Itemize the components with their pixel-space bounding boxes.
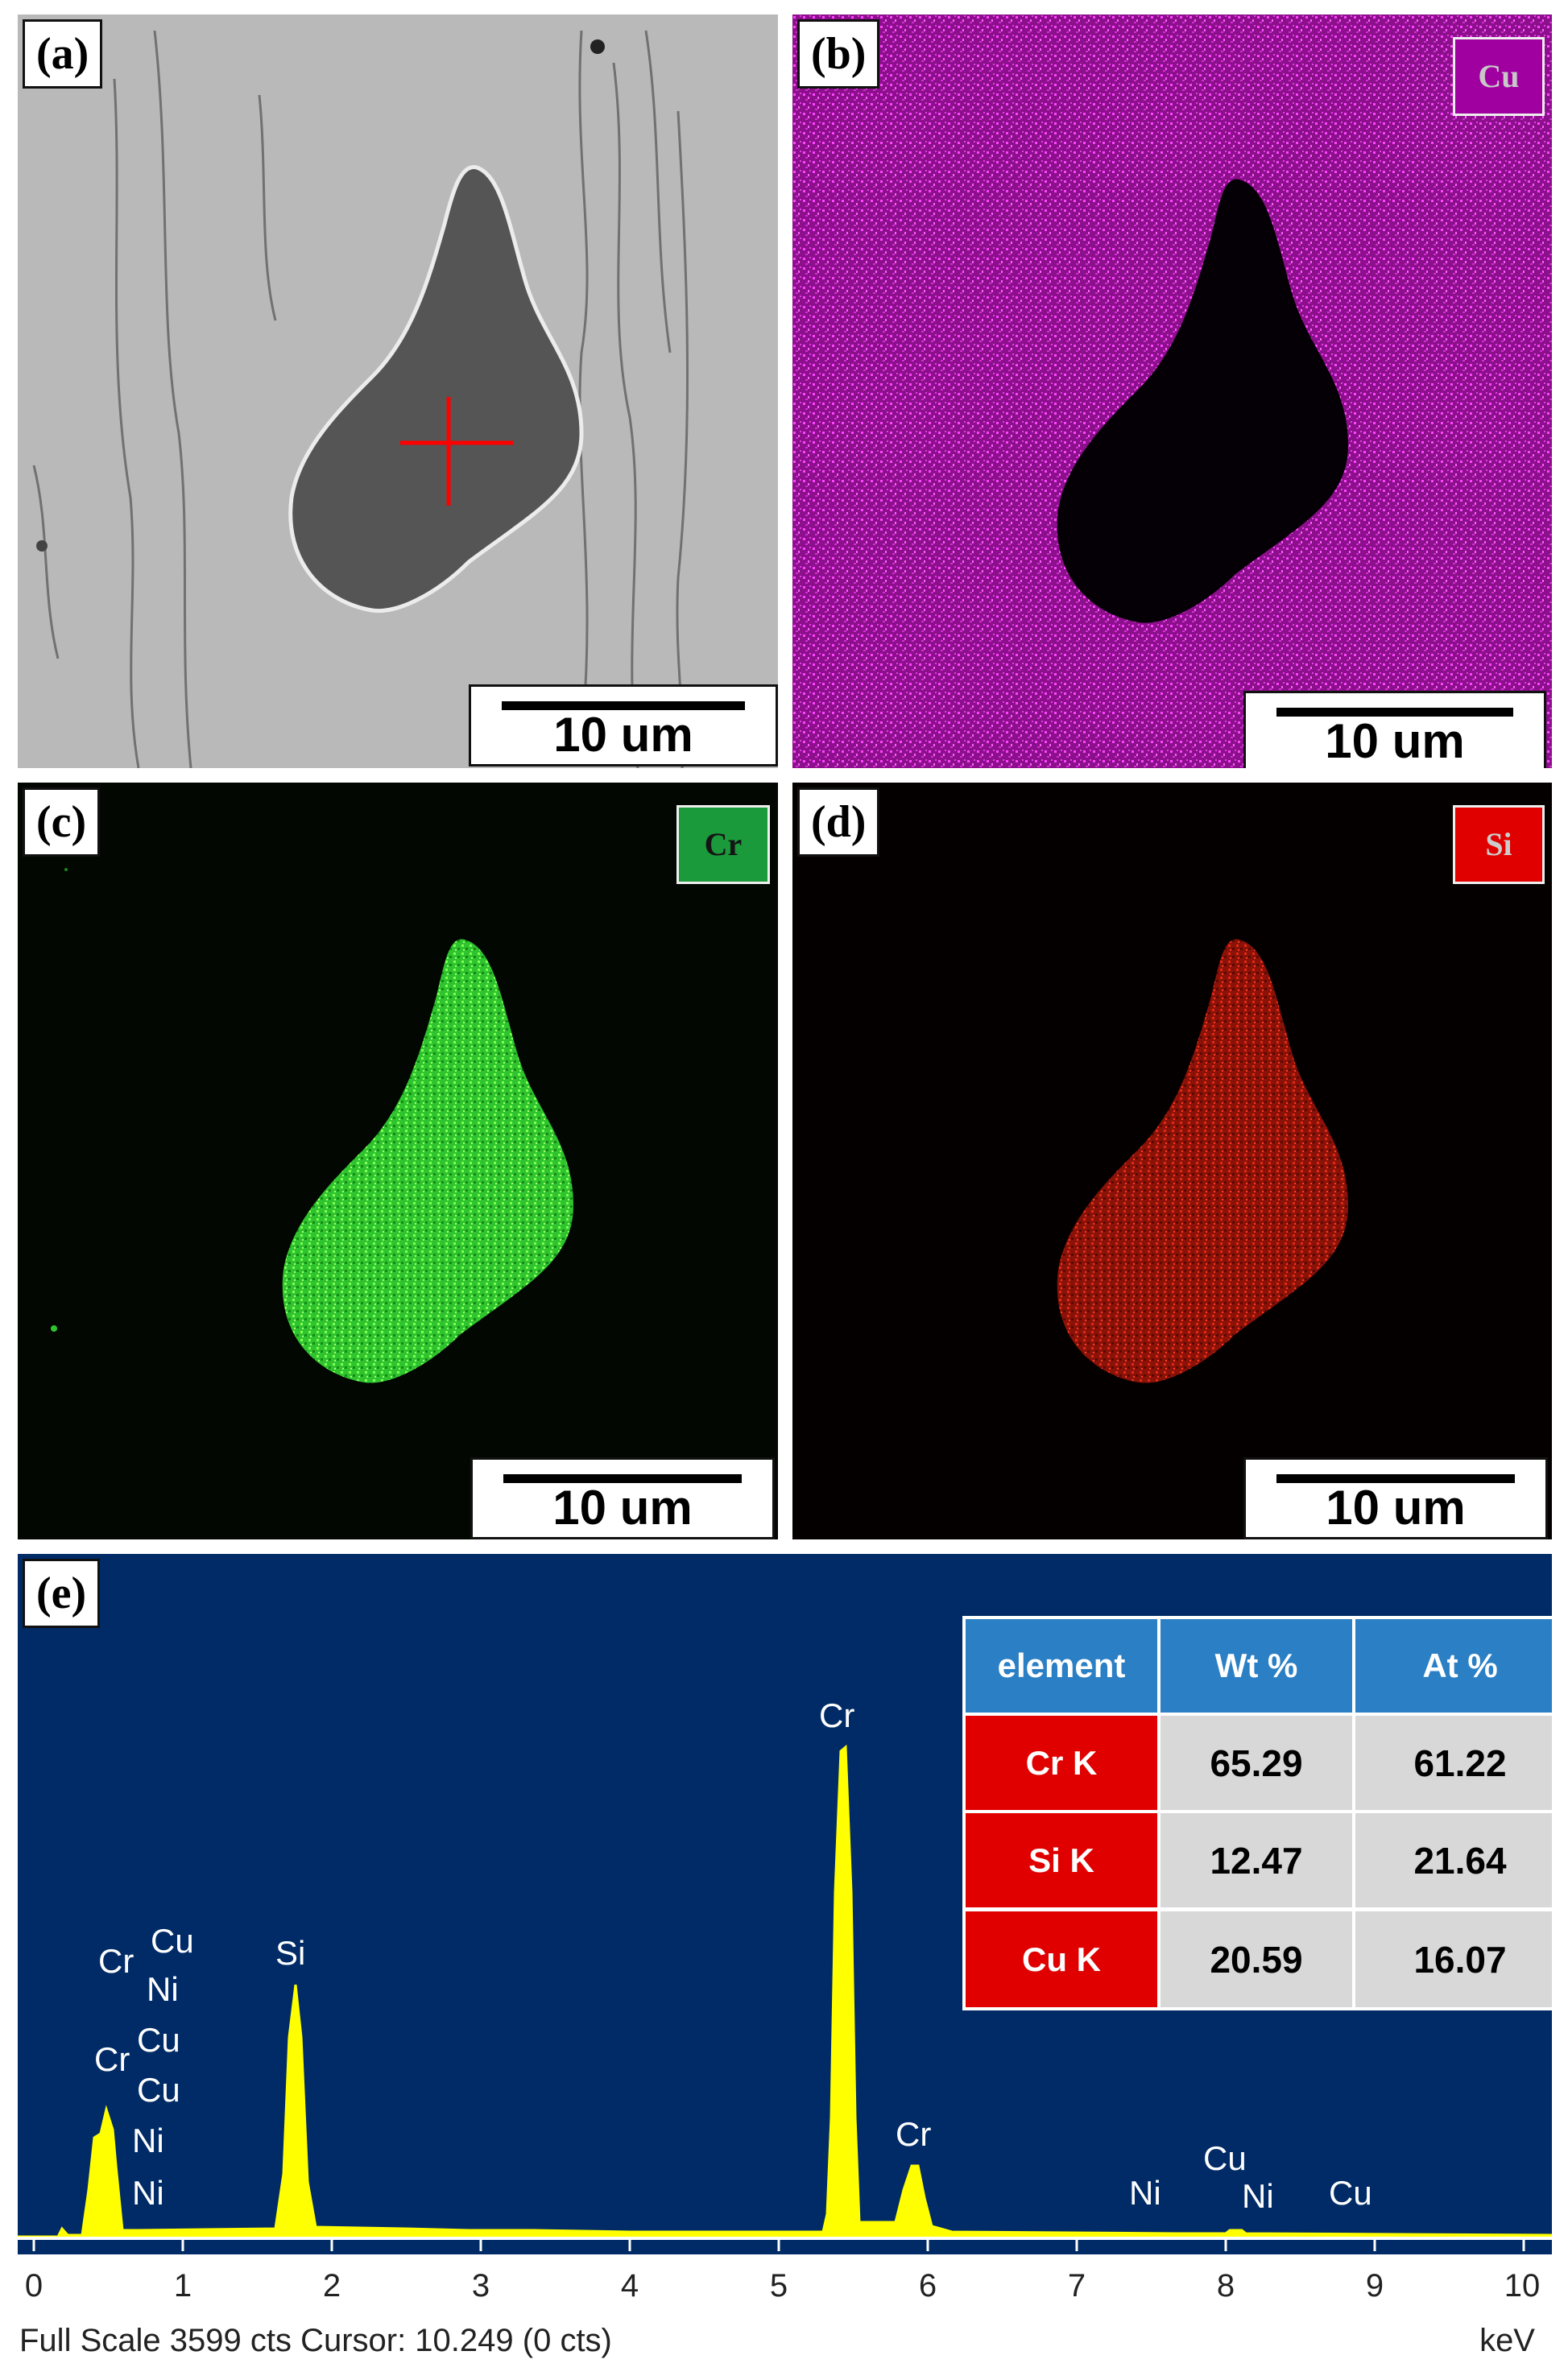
cr-map-panel: (c) Cr 10 um <box>18 783 778 1539</box>
scale-bar-label: 10 um <box>552 1481 693 1535</box>
scale-bar-label: 10 um <box>553 708 693 762</box>
scale-bar-label: 10 um <box>1326 1481 1466 1535</box>
particle-shape <box>288 165 584 614</box>
cr-rich-particle <box>282 939 573 1383</box>
panel-label: (d) <box>797 787 880 857</box>
composition-table: element Wt % At % Cr K 65.29 61.22 Si K … <box>962 1616 1552 1911</box>
table-row-wt: 20.59 <box>1160 1911 1352 2007</box>
spectrum-footer: Full Scale 3599 cts Cursor: 10.249 (0 ct… <box>19 2323 612 2358</box>
peak-label: Ni <box>1242 2177 1274 2215</box>
peak-label: Cu <box>1203 2139 1247 2177</box>
scale-bar: 10 um <box>469 684 778 766</box>
scale-bar-label: 10 um <box>1325 714 1465 768</box>
si-element-map <box>792 783 1552 1539</box>
spectrum-plot: 0 1 2 3 4 5 6 7 8 9 10 keV Full Scale 35… <box>18 1696 1552 2367</box>
panel-label: (b) <box>797 19 880 89</box>
panel-label: (a) <box>23 19 103 89</box>
si-rich-particle <box>1057 939 1348 1383</box>
scale-bar-line <box>1276 708 1513 717</box>
particle-shadow <box>1057 179 1348 623</box>
x-axis-ticks <box>32 2238 1525 2251</box>
composition-table-last-row: Cu K 20.59 16.07 <box>962 1911 1552 2010</box>
sem-image-panel: (a) 10 um <box>18 14 778 768</box>
eds-spectrum-panel: 0 1 2 3 4 5 6 7 8 9 10 keV Full Scale 35… <box>18 1554 1552 2367</box>
x-tick-label: 3 <box>472 2268 490 2304</box>
x-tick-label: 9 <box>1366 2268 1384 2304</box>
table-row-wt: 12.47 <box>1160 1813 1352 1907</box>
table-row-element: Cu K <box>966 1911 1157 2007</box>
x-tick-label: 10 <box>1504 2268 1541 2304</box>
element-tag-cu: Cu <box>1453 37 1545 116</box>
peak-label: Ni <box>132 2122 164 2159</box>
scale-bar: 10 um <box>1243 1457 1548 1539</box>
x-tick-label: 1 <box>174 2268 192 2304</box>
peak-label: Ni <box>132 2174 164 2212</box>
table-row-at: 61.22 <box>1355 1716 1552 1810</box>
element-tag-cr: Cr <box>676 805 770 884</box>
peak-label: Cu <box>137 2021 180 2059</box>
x-tick-label: 2 <box>323 2268 341 2304</box>
x-tick-label: 7 <box>1068 2268 1086 2304</box>
sem-micrograph <box>18 14 778 768</box>
peak-label: Cu <box>137 2071 180 2109</box>
scale-bar: 10 um <box>1243 691 1546 768</box>
scale-bar-line <box>1276 1474 1515 1483</box>
table-header-element: element <box>966 1619 1157 1713</box>
peak-label: Ni <box>1129 2174 1161 2212</box>
table-header-at: At % <box>1355 1619 1552 1713</box>
x-tick-label: 8 <box>1217 2268 1235 2304</box>
panel-label: (c) <box>23 787 101 857</box>
scale-bar-line <box>502 701 745 710</box>
x-unit-label: keV <box>1479 2323 1535 2358</box>
element-tag-si: Si <box>1453 805 1545 884</box>
x-tick-label: 0 <box>25 2268 43 2304</box>
cu-element-map <box>792 14 1552 768</box>
panel-label: (e) <box>23 1559 101 1628</box>
peak-label: Cr <box>819 1696 854 1734</box>
axis-strip <box>18 2254 1552 2367</box>
peak-label: Cu <box>1329 2174 1372 2212</box>
peak-label: Si <box>275 1934 305 1972</box>
peak-label: Cu <box>151 1922 194 1960</box>
table-row-at: 21.64 <box>1355 1813 1552 1907</box>
table-row-element: Cr K <box>966 1716 1157 1810</box>
scale-bar: 10 um <box>470 1457 775 1539</box>
cu-map-panel: (b) Cu 10 um <box>792 14 1552 768</box>
scale-bar-line <box>503 1474 742 1483</box>
si-map-panel: (d) Si 10 um <box>792 783 1552 1539</box>
x-tick-label: 4 <box>621 2268 639 2304</box>
table-row-at: 16.07 <box>1355 1911 1552 2007</box>
peak-label: Cr <box>98 1942 134 1980</box>
table-row-wt: 65.29 <box>1160 1716 1352 1810</box>
peak-label: Cr <box>94 2040 130 2078</box>
peak-label: Ni <box>147 1970 179 2008</box>
x-tick-label: 6 <box>919 2268 937 2304</box>
cr-element-map <box>18 783 778 1539</box>
peak-label: Cr <box>896 2115 931 2153</box>
table-header-wt: Wt % <box>1160 1619 1352 1713</box>
x-tick-label: 5 <box>770 2268 788 2304</box>
table-row-element: Si K <box>966 1813 1157 1907</box>
spectrum-trace <box>18 1744 1552 2240</box>
